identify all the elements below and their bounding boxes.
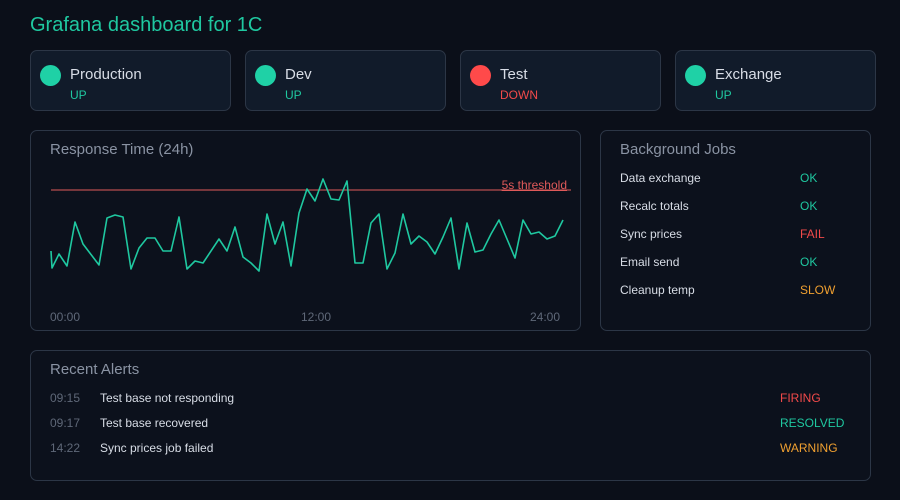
alert-message: Test base recovered: [100, 416, 209, 430]
panel-title: Background Jobs: [620, 141, 736, 158]
env-card-production[interactable]: Production UP: [30, 50, 231, 111]
panel-title: Recent Alerts: [50, 361, 140, 378]
x-tick: 24:00: [530, 310, 561, 324]
job-status: OK: [800, 255, 818, 269]
job-status: FAIL: [800, 227, 825, 241]
job-name: Data exchange: [620, 171, 701, 185]
alert-time: 14:22: [50, 441, 81, 455]
env-card-dev[interactable]: Dev UP: [245, 50, 446, 111]
response-line: [50, 178, 564, 272]
response-time-chart: [50, 178, 571, 272]
env-card-exchange[interactable]: Exchange UP: [675, 50, 876, 111]
panel-title: Response Time (24h): [50, 141, 194, 158]
env-name: Test: [500, 66, 528, 83]
threshold-label: 5s threshold: [501, 178, 567, 192]
recent-alerts-panel: Recent Alerts 09:15 Test base not respon…: [30, 350, 871, 481]
status-up-icon: [40, 65, 61, 86]
job-status: OK: [800, 199, 818, 213]
job-status: SLOW: [800, 283, 836, 297]
env-name: Dev: [285, 66, 312, 83]
alert-message: Sync prices job failed: [100, 441, 214, 455]
job-name: Email send: [620, 255, 680, 269]
env-status: DOWN: [500, 88, 538, 102]
status-up-icon: [685, 65, 706, 86]
x-tick: 12:00: [301, 310, 332, 324]
job-name: Sync prices: [620, 227, 683, 241]
env-name: Production: [70, 66, 142, 83]
response-time-panel: Response Time (24h) 5s threshold 00:00 1…: [30, 130, 581, 331]
job-name: Cleanup temp: [620, 283, 695, 297]
env-name: Exchange: [715, 66, 782, 83]
alert-level: WARNING: [780, 441, 838, 455]
alert-level: FIRING: [780, 391, 821, 405]
env-card-test[interactable]: Test DOWN: [460, 50, 661, 111]
env-status: UP: [715, 88, 732, 102]
status-up-icon: [255, 65, 276, 86]
job-name: Recalc totals: [620, 199, 689, 213]
job-status: OK: [800, 171, 818, 185]
env-status: UP: [70, 88, 87, 102]
alert-time: 09:15: [50, 391, 81, 405]
alert-time: 09:17: [50, 416, 81, 430]
alert-message: Test base not responding: [100, 391, 235, 405]
status-down-icon: [470, 65, 491, 86]
page-title: Grafana dashboard for 1C: [30, 14, 263, 36]
env-status: UP: [285, 88, 302, 102]
background-jobs-panel: Background Jobs Data exchange OK Recalc …: [600, 130, 871, 331]
x-tick: 00:00: [50, 310, 81, 324]
alert-level: RESOLVED: [780, 416, 845, 430]
